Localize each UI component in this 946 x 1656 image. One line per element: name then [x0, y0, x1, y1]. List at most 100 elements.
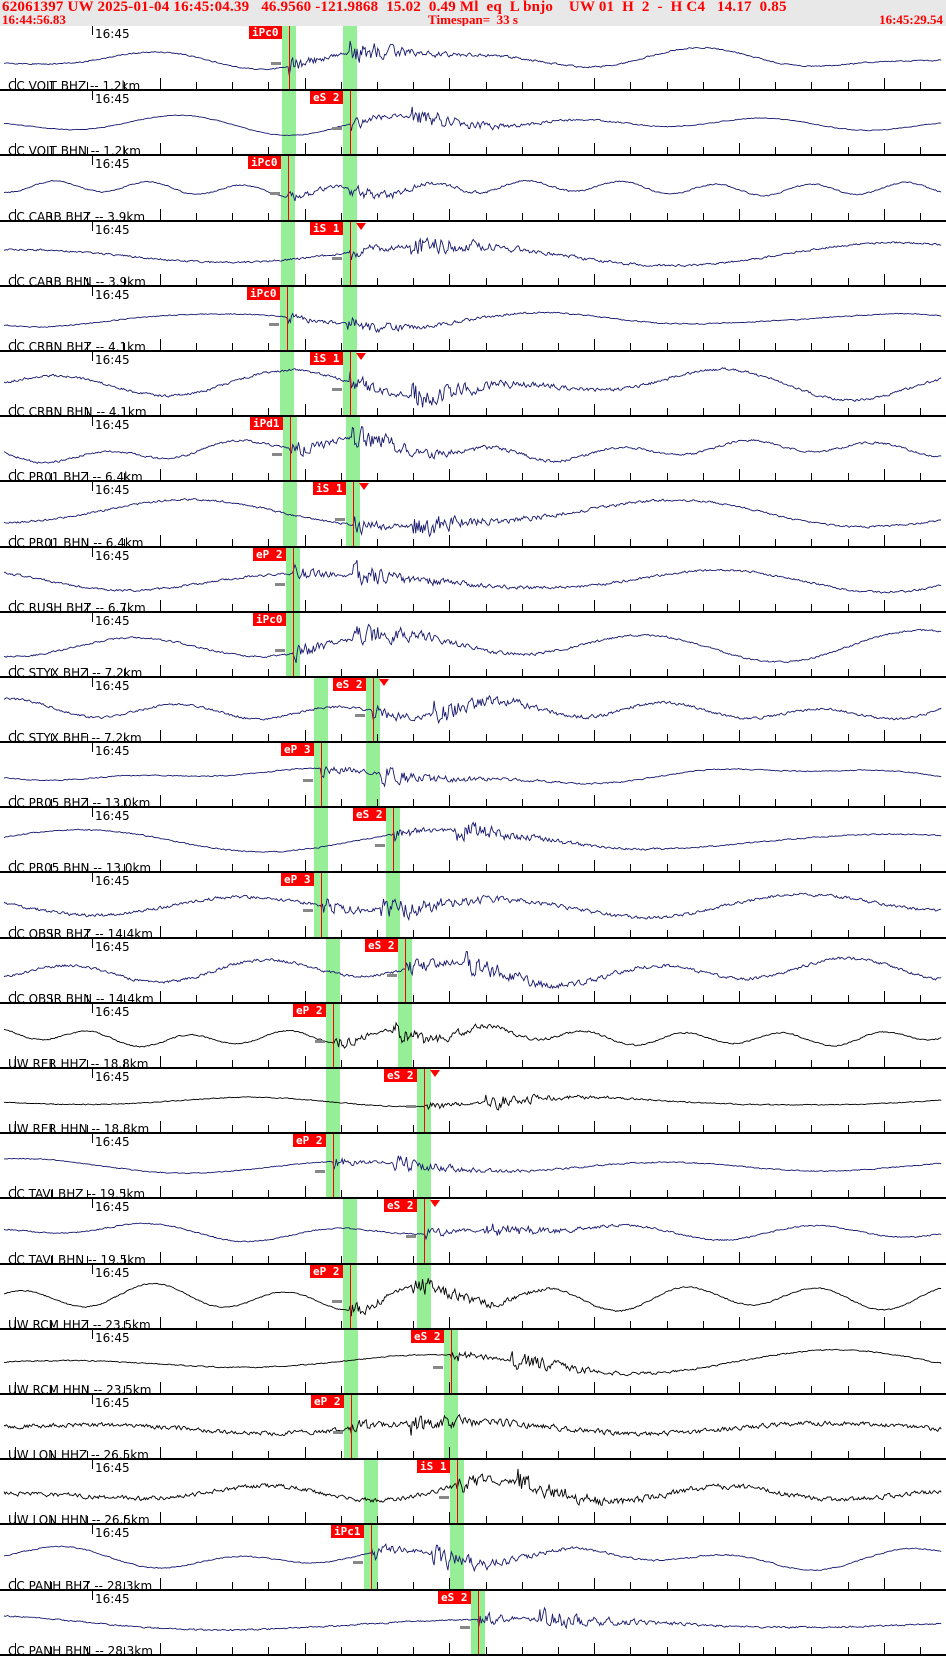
time-tick — [775, 1125, 776, 1133]
phase-pick-label[interactable]: iPc0 — [248, 156, 281, 170]
time-tick — [884, 730, 885, 742]
trace-row[interactable]: 16:45 CC STYX BHE -- 7.2km eS 2 — [0, 677, 946, 744]
trace-row[interactable]: 16:45 CC OBSR BHN -- 14.4km eS 2 — [0, 938, 946, 1004]
phase-pick-label[interactable]: iPc0 — [253, 612, 286, 626]
phase-pick-label[interactable]: eP 2 — [253, 547, 286, 561]
trace-row[interactable]: 16:45 UW RCM HHZ -- 23.5km eP 2 — [0, 1264, 946, 1330]
time-tick — [196, 1255, 197, 1263]
trace-row[interactable]: 16:45 UW LON HHN -- 26.5km iS 1 — [0, 1460, 946, 1526]
pick-uncertainty-dash — [272, 452, 282, 456]
time-tick — [558, 342, 559, 350]
trace-row[interactable]: 16:45 UW RER HHN -- 18.8km eS 2 — [0, 1069, 946, 1135]
time-tick — [522, 929, 523, 937]
time-tick — [667, 538, 668, 546]
time-tick — [51, 668, 52, 676]
phase-pick-label[interactable]: iS 1 — [310, 351, 343, 365]
phase-pick-label[interactable]: eS 2 — [365, 938, 398, 952]
trace-row[interactable]: 16:45 CC VOIT BHZ -- 1.2km iPc0 — [0, 26, 946, 92]
time-tick — [739, 143, 740, 155]
trace-row[interactable]: 16:45 CC CRBN BHN -- 4.1km iS 1 — [0, 351, 946, 418]
trace-row[interactable]: 16:45 CC PR05 BHN -- 13.0km eS 2 — [0, 808, 946, 874]
trace-row[interactable]: 16:45 CC TAVI BHZ -- 19.5km eP 2 — [0, 1134, 946, 1200]
time-tick — [51, 929, 52, 937]
trace-row[interactable]: 16:45 CC CARB BHZ -- 3.9km iPc0 — [0, 156, 946, 222]
trace-row[interactable]: 16:45 CC VOIT BHN -- 1.2km eS 2 — [0, 91, 946, 157]
phase-pick-label[interactable]: eP 2 — [293, 1134, 326, 1148]
time-tick — [87, 603, 88, 611]
waveform-trace — [3, 1222, 942, 1243]
time-tick — [413, 1125, 414, 1133]
time-tick — [920, 538, 921, 546]
time-tick — [703, 408, 704, 416]
time-tick — [160, 730, 161, 742]
time-tick — [522, 1060, 523, 1067]
trace-row[interactable]: 16:45 CC OBSR BHZ -- 14.4km eP 3 — [0, 873, 946, 939]
phase-pick-label[interactable]: iPc1 — [331, 1525, 364, 1539]
phase-pick-label[interactable]: eS 2 — [310, 91, 343, 105]
time-tick — [232, 538, 233, 546]
phase-pick-label[interactable]: eS 2 — [438, 1590, 471, 1604]
time-tick — [558, 1581, 559, 1589]
phase-pick-label[interactable]: eS 2 — [384, 1199, 417, 1213]
trace-row[interactable]: 16:45 CC PANH BHZ -- 28.3km iPc1 — [0, 1525, 946, 1591]
time-tick — [124, 1320, 125, 1328]
time-tick — [775, 1320, 776, 1328]
trace-row[interactable]: 16:45 CC TAVI BHN -- 19.5km eS 2 — [0, 1199, 946, 1265]
time-tick — [594, 338, 595, 350]
time-tick — [232, 277, 233, 285]
time-axis-label: 16:45 — [95, 1265, 130, 1280]
time-tick — [594, 990, 595, 1002]
phase-pick-label[interactable]: eP 3 — [281, 873, 314, 887]
phase-pick-label[interactable]: iPd1 — [250, 417, 283, 431]
trace-row[interactable]: 16:45 CC PR05 BHZ -- 13.0km eP 3 — [0, 743, 946, 809]
phase-pick-label[interactable]: eS 2 — [333, 677, 366, 691]
phase-pick-label[interactable]: iPc0 — [249, 26, 282, 39]
phase-pick-label[interactable]: eP 2 — [310, 1264, 343, 1278]
trace-row[interactable]: 16:45 UW LON HHZ -- 26.5km eP 2 — [0, 1394, 946, 1461]
time-tick — [196, 1125, 197, 1133]
phase-pick-label[interactable]: iS 1 — [313, 482, 346, 496]
trace-row[interactable]: 16:45 UW RCM HHN -- 23.5km eS 2 — [0, 1329, 946, 1395]
phase-pick-label[interactable]: eS 2 — [353, 808, 386, 822]
time-tick — [884, 208, 885, 220]
time-tick — [558, 1190, 559, 1198]
time-tick — [703, 1125, 704, 1133]
time-tick — [486, 1646, 487, 1654]
time-tick — [232, 864, 233, 872]
time-tick — [377, 929, 378, 937]
phase-pick-label[interactable]: eS 2 — [411, 1329, 444, 1343]
phase-pick-label[interactable]: iPc0 — [247, 286, 280, 300]
time-tick — [124, 1646, 125, 1654]
trace-row[interactable]: 16:45 CC PR01 BHZ -- 6.4km iPd1 — [0, 417, 946, 483]
trace-row[interactable]: 16:45 CC PANH BHN -- 28.3km eS 2 — [0, 1590, 946, 1656]
trace-row[interactable]: 16:45 CC RUSH BHZ -- 6.7km eP 2 — [0, 547, 946, 613]
time-tick — [413, 212, 414, 220]
phase-pick-label[interactable]: eS 2 — [384, 1069, 417, 1082]
phase-pick-label[interactable]: iS 1 — [417, 1460, 450, 1474]
trace-row[interactable]: 16:45 CC STYX BHZ -- 7.2km iPc0 — [0, 612, 946, 678]
trace-row[interactable]: 16:45 CC CARB BHN -- 3.9km iS 1 — [0, 221, 946, 287]
time-tick — [124, 799, 125, 807]
trace-row[interactable]: 16:45 CC CRBN BHZ -- 4.1km iPc0 — [0, 286, 946, 352]
s-phase-highlight-band — [344, 1329, 358, 1395]
time-tick — [305, 860, 306, 872]
time-tick — [87, 1060, 88, 1067]
time-tick — [848, 864, 849, 872]
time-tick — [811, 277, 812, 285]
time-tick — [630, 1255, 631, 1263]
p-phase-highlight-band — [386, 873, 400, 939]
time-tick — [196, 538, 197, 546]
time-tick — [268, 994, 269, 1002]
phase-pick-label[interactable]: eP 2 — [293, 1003, 326, 1017]
phase-pick-label[interactable]: eP 2 — [311, 1394, 344, 1408]
phase-pick-label[interactable]: eP 3 — [281, 743, 314, 757]
trace-row[interactable]: 16:45 UW RER HHZ -- 18.8km eP 2 — [0, 1003, 946, 1069]
trace-row[interactable]: 16:45 CC PR01 BHN -- 6.4km iS 1 — [0, 482, 946, 548]
time-tick — [124, 1451, 125, 1459]
phase-pick-label[interactable]: iS 1 — [310, 221, 343, 235]
time-tick — [775, 82, 776, 90]
time-tick — [848, 799, 849, 807]
row-separator-axis — [0, 1392, 946, 1395]
time-tick — [775, 342, 776, 350]
time-tick — [667, 864, 668, 872]
